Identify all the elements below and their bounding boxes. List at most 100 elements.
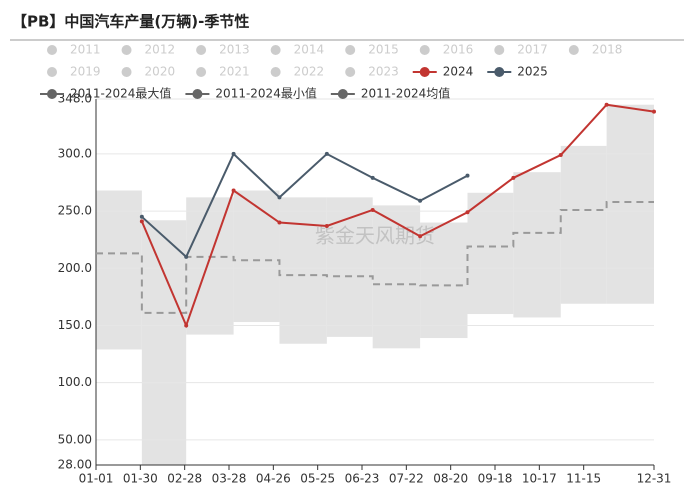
x-tick-label: 09-18: [478, 472, 513, 486]
legend-label: 2023: [368, 65, 399, 79]
x-tick-label: 08-20: [433, 472, 468, 486]
legend-item[interactable]: 2014: [270, 43, 325, 57]
legend-marker: [196, 67, 207, 77]
range-band: [279, 197, 327, 344]
point: [465, 173, 470, 178]
series-line: [140, 103, 655, 329]
legend-item[interactable]: 2023: [345, 65, 399, 79]
range-band: [141, 220, 187, 465]
x-tick-label: 06-23: [345, 472, 380, 486]
legend-item[interactable]: 2022: [270, 65, 325, 79]
point: [418, 234, 423, 239]
legend-marker: [419, 67, 430, 77]
y-tick-label: 250.0: [58, 204, 92, 218]
range-band: [96, 190, 142, 350]
x-tick-label: 01-30: [123, 472, 158, 486]
x-tick-label: 07-22: [389, 472, 424, 486]
legend-marker: [345, 67, 356, 77]
chart-title: 【PB】中国汽车产量(万辆)-季节性: [12, 13, 249, 31]
point: [324, 223, 329, 228]
point: [324, 151, 329, 156]
watermark: 紫金天风期货: [315, 224, 435, 248]
legend-marker: [121, 45, 132, 55]
range-band: [326, 197, 373, 337]
point: [277, 195, 282, 200]
series-line: [141, 152, 468, 259]
legend-label: 2019: [70, 65, 101, 79]
legend-marker: [121, 67, 132, 77]
legend-label: 2024: [443, 65, 474, 79]
legend-marker: [196, 45, 207, 55]
legend-marker: [568, 45, 579, 55]
legend-label: 2012: [145, 43, 176, 57]
legend-item[interactable]: 2024: [412, 65, 474, 79]
mean-line: [96, 200, 654, 314]
legend-item[interactable]: 2011: [47, 43, 101, 57]
point: [139, 219, 144, 224]
legend-item[interactable]: 2019: [47, 65, 101, 79]
range-band: [560, 145, 607, 304]
legend-label: 2022: [294, 65, 325, 79]
range-band: [420, 222, 468, 339]
legend-item[interactable]: 2016: [419, 43, 474, 57]
legend-marker: [494, 67, 505, 77]
legend-label: 2011-2024最小值: [215, 86, 316, 101]
x-tick-label: 12-31: [637, 472, 672, 486]
y-tick-label: 348.0: [58, 92, 92, 106]
x-tick-label: 02-28: [167, 472, 202, 486]
legend-item[interactable]: 2011-2024最大值: [40, 86, 171, 101]
legend-label: 2021: [219, 65, 250, 79]
legend-item[interactable]: 2012: [121, 43, 176, 57]
legend-label: 2018: [592, 43, 623, 57]
legend-item[interactable]: 2011-2024最小值: [185, 86, 317, 101]
legend-marker: [270, 45, 281, 55]
point: [231, 151, 236, 156]
range-band: [513, 172, 561, 318]
legend-label: 2011-2024均值: [361, 86, 450, 101]
y-tick-label: 200.0: [58, 261, 92, 275]
point: [604, 102, 609, 107]
legend-label: 2013: [219, 43, 250, 57]
legend-label: 2011: [70, 43, 101, 57]
point: [277, 220, 282, 225]
point: [418, 198, 423, 203]
point: [652, 109, 656, 114]
point: [184, 323, 189, 328]
legend-marker: [192, 89, 203, 99]
point: [370, 207, 375, 212]
x-tick-label: 01-01: [79, 472, 114, 486]
legend-label: 2017: [517, 43, 548, 57]
point: [231, 188, 236, 193]
x-tick-label: 04-26: [256, 472, 291, 486]
x-tick-label: 11-15: [566, 472, 601, 486]
point: [558, 153, 563, 158]
y-tick-label: 150.0: [58, 318, 92, 332]
range-band: [233, 190, 280, 323]
y-tick-label: 50.00: [58, 432, 92, 446]
legend-item[interactable]: 2011-2024均值: [330, 86, 450, 101]
legend-item[interactable]: 2013: [196, 43, 250, 57]
legend-label: 2014: [294, 43, 325, 57]
point: [139, 214, 144, 219]
point: [511, 175, 516, 180]
legend-marker: [419, 45, 430, 55]
legend-item[interactable]: 2017: [494, 43, 548, 57]
legend-label: 2020: [145, 65, 176, 79]
legend-marker: [337, 89, 348, 99]
legend-item[interactable]: 2025: [487, 65, 548, 79]
legend-item[interactable]: 2015: [345, 43, 399, 57]
point: [465, 210, 470, 215]
legend-label: 2015: [368, 43, 399, 57]
legend-item[interactable]: 2018: [568, 43, 623, 57]
range-band: [606, 104, 654, 304]
x-tick-label: 10-17: [522, 472, 557, 486]
legend-item[interactable]: 2021: [196, 65, 250, 79]
legend-marker: [47, 45, 57, 55]
legend-item[interactable]: 2020: [121, 65, 176, 79]
legend-marker: [345, 45, 356, 55]
x-tick-label: 03-28: [212, 472, 247, 486]
y-tick-label: 300.0: [58, 146, 92, 160]
range-band: [186, 197, 234, 335]
legend-label: 2011-2024最大值: [70, 86, 171, 101]
